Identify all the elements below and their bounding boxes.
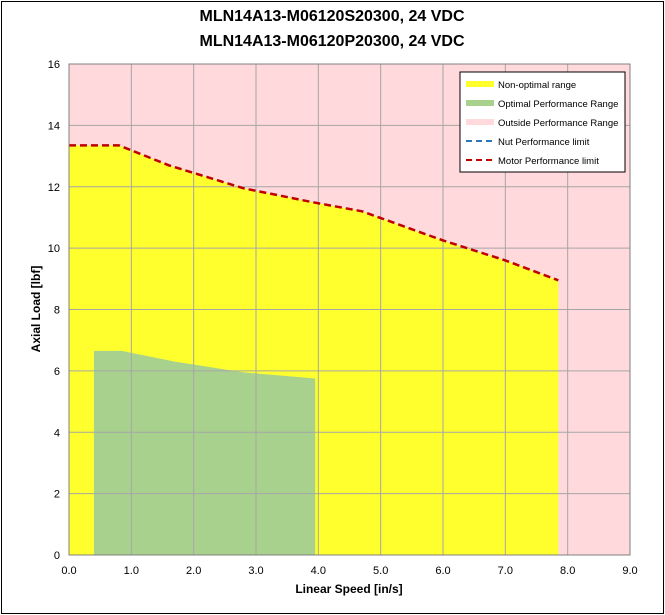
legend-label-motor-limit: Motor Performance limit bbox=[498, 156, 599, 167]
y-tick-label: 2 bbox=[54, 489, 60, 501]
y-axis-ticks: 0 2 4 6 8 10 12 14 16 bbox=[48, 59, 60, 562]
y-tick-label: 0 bbox=[54, 550, 60, 562]
x-tick-label: 6.0 bbox=[435, 565, 450, 577]
x-tick-label: 4.0 bbox=[311, 565, 326, 577]
chart-title-line-2: MLN14A13-M06120P20300, 24 VDC bbox=[199, 33, 464, 50]
motor-limit-line bbox=[69, 144, 559, 282]
x-tick-label: 2.0 bbox=[186, 565, 201, 577]
optimal-area bbox=[93, 350, 316, 555]
x-tick-label: 8.0 bbox=[560, 565, 575, 577]
chart-title-line-1: MLN14A13-M06120S20300, 24 VDC bbox=[199, 8, 464, 25]
legend-swatch-optimal bbox=[466, 100, 494, 106]
legend-label-optimal: Optimal Performance Range bbox=[498, 99, 618, 110]
x-tick-label: 3.0 bbox=[248, 565, 263, 577]
x-axis-label: Linear Speed [in/s] bbox=[295, 582, 402, 596]
legend: Non-optimal range Optimal Performance Ra… bbox=[459, 71, 626, 173]
y-axis-label: Axial Load [lbf] bbox=[29, 266, 43, 353]
x-tick-label: 5.0 bbox=[373, 565, 388, 577]
y-tick-label: 4 bbox=[54, 427, 60, 439]
y-tick-label: 10 bbox=[48, 243, 60, 255]
y-tick-label: 16 bbox=[48, 59, 60, 71]
legend-label-outside: Outside Performance Range bbox=[498, 118, 618, 129]
legend-swatch-outside bbox=[466, 119, 494, 125]
y-tick-label: 12 bbox=[48, 182, 60, 194]
legend-label-nut-limit: Nut Performance limit bbox=[498, 137, 590, 148]
x-tick-label: 1.0 bbox=[124, 565, 139, 577]
x-axis-ticks: 0.0 1.0 2.0 3.0 4.0 5.0 6.0 7.0 8.0 9.0 bbox=[61, 565, 637, 577]
y-tick-label: 14 bbox=[48, 120, 60, 132]
legend-label-non-optimal: Non-optimal range bbox=[498, 80, 576, 91]
grid bbox=[69, 64, 630, 555]
x-tick-label: 0.0 bbox=[61, 565, 76, 577]
y-tick-label: 8 bbox=[54, 305, 60, 317]
y-tick-label: 6 bbox=[54, 366, 60, 378]
x-tick-label: 7.0 bbox=[498, 565, 513, 577]
legend-swatch-non-optimal bbox=[466, 81, 494, 87]
plot-border bbox=[68, 63, 631, 556]
x-tick-label: 9.0 bbox=[622, 565, 637, 577]
